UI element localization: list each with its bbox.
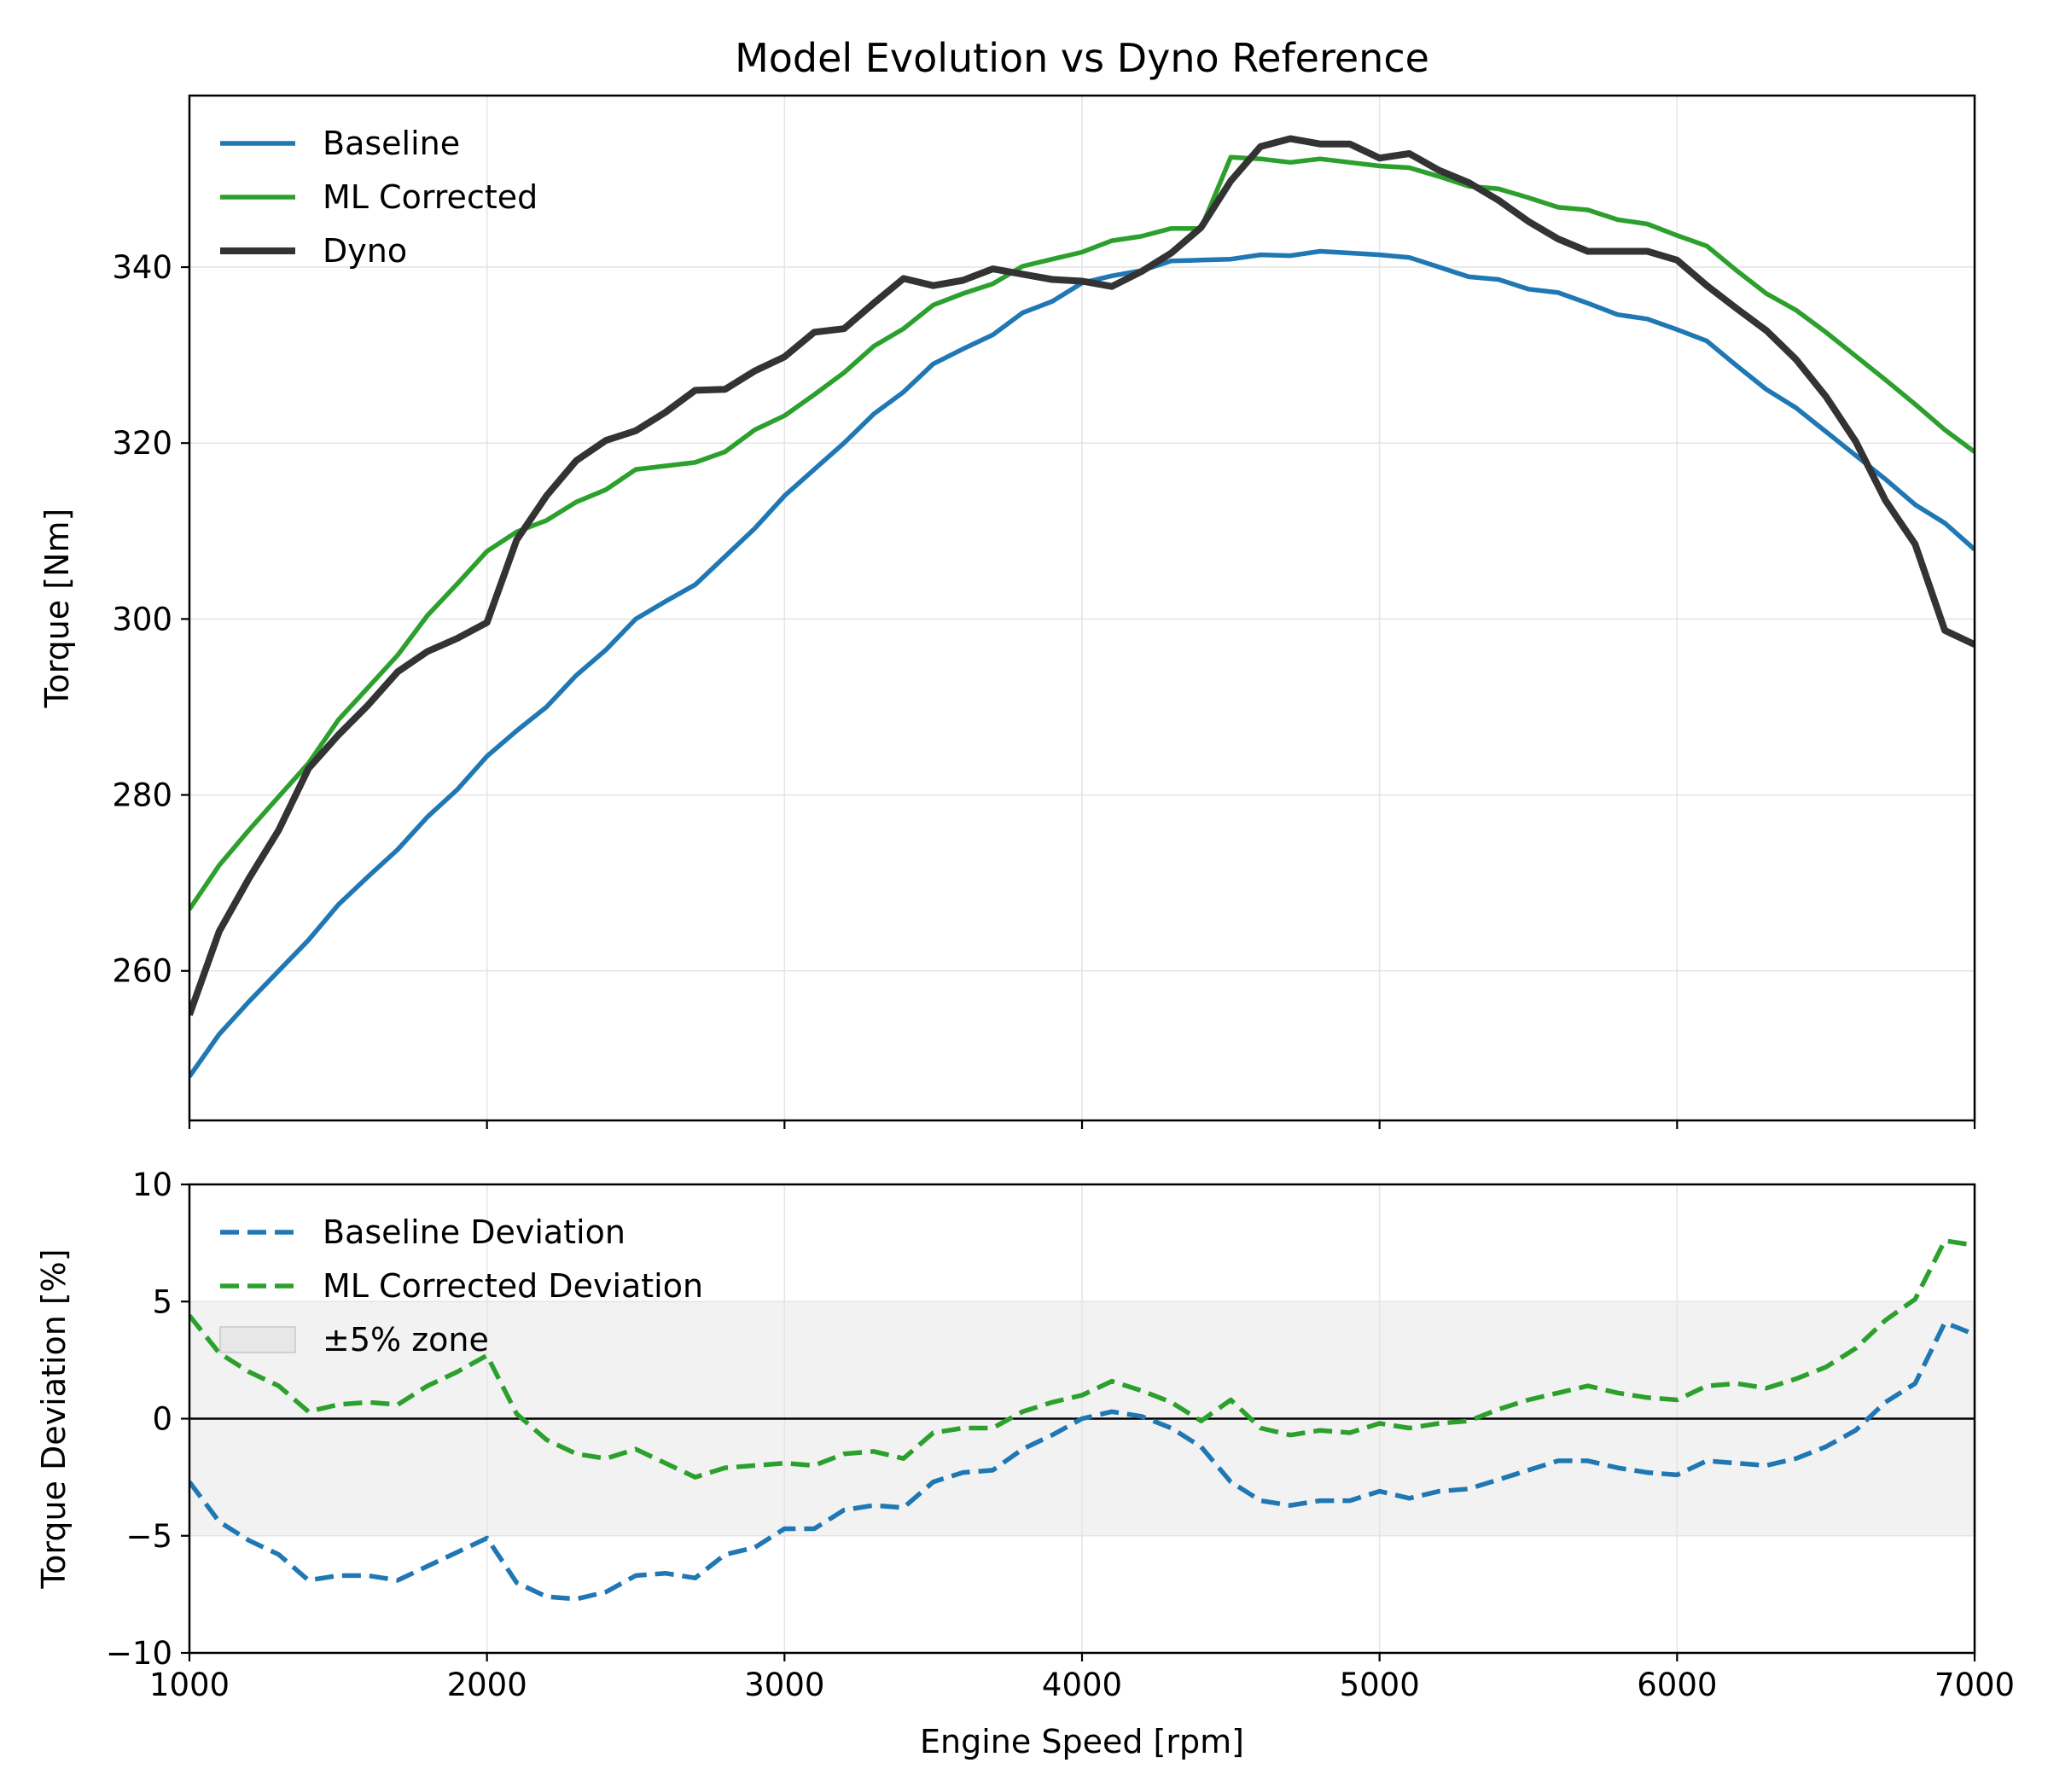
series-line-ml-corrected-deviation <box>189 1238 1975 1480</box>
x-tick-label: 1000 <box>149 1667 230 1703</box>
legend-label: ML Corrected <box>323 178 538 216</box>
y-tick-label: 5 <box>152 1283 172 1320</box>
y-axis-title: Torque [Nm] <box>38 509 76 709</box>
y-tick-label: −10 <box>106 1635 172 1672</box>
series-group <box>189 1238 1975 1602</box>
legend-label: ±5% zone <box>323 1321 489 1359</box>
y-tick-label: 260 <box>112 953 172 990</box>
deviation-panel: 1000 2000 3000 4000 5000 6000 7000 −10 −5 0 5 10 Tor… <box>35 1167 2015 1760</box>
legend-label: Baseline Deviation <box>323 1213 625 1251</box>
x-tick-label: 5000 <box>1340 1667 1420 1703</box>
x-tick-label: 7000 <box>1935 1667 2015 1703</box>
y-tick-label: 320 <box>112 425 172 462</box>
y-axis-title: Torque Deviation [%] <box>35 1248 73 1589</box>
series-line-ml-corrected <box>189 154 1975 911</box>
y-tick-label: 280 <box>112 777 172 814</box>
y-tick-label: −5 <box>125 1518 172 1555</box>
chart-title: Model Evolution vs Dyno Reference <box>735 35 1429 81</box>
x-tick-label: 4000 <box>1042 1667 1122 1703</box>
legend-label: Baseline <box>323 125 460 162</box>
x-tick-label: 6000 <box>1637 1667 1717 1703</box>
series-line-baseline-deviation <box>189 1320 1975 1602</box>
legend: Baseline ML Corrected Dyno <box>220 125 538 270</box>
y-tick-label: 300 <box>112 601 172 637</box>
y-tick-label: 340 <box>112 249 172 286</box>
x-tick-label: 2000 <box>447 1667 527 1703</box>
legend: Baseline Deviation ML Corrected Deviation… <box>219 1213 703 1359</box>
torque-panel: 260 280 300 320 340 Model Evolution vs Dyno R… <box>38 35 1976 1129</box>
y-tick-label: 0 <box>152 1401 172 1438</box>
legend-swatch-band <box>219 1326 296 1353</box>
y-tick-label: 10 <box>132 1167 172 1203</box>
legend-label: ML Corrected Deviation <box>323 1267 703 1305</box>
legend-label: Dyno <box>323 232 407 270</box>
series-group <box>189 135 1975 1079</box>
x-axis-title: Engine Speed [rpm] <box>920 1723 1244 1760</box>
x-tick-label: 3000 <box>744 1667 824 1703</box>
series-line-dyno <box>189 135 1975 1016</box>
